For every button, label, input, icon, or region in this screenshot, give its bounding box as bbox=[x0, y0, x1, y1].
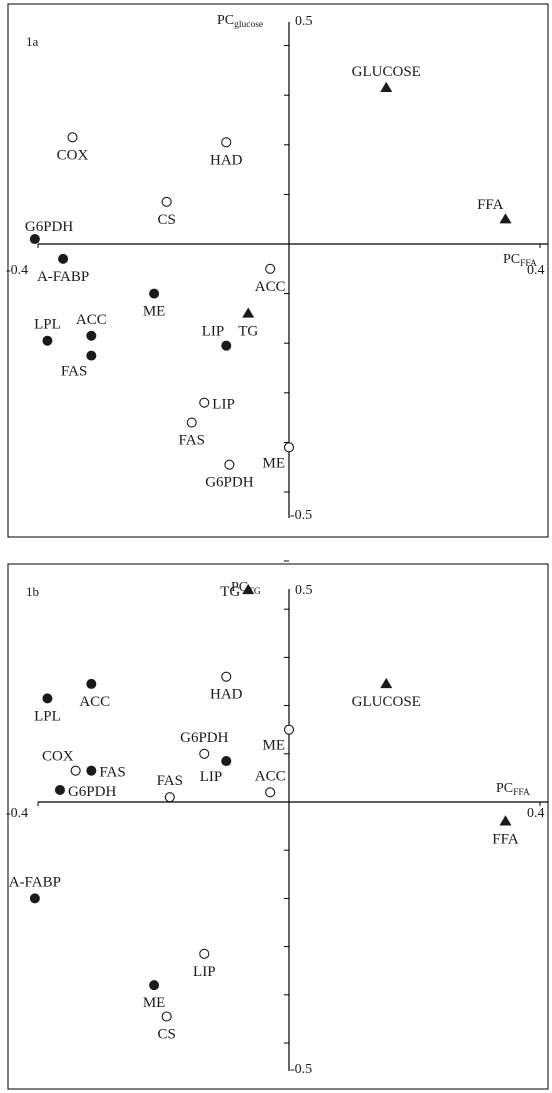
panel-1b-point-lip-open bbox=[199, 948, 210, 959]
panel-1b-point-label-acc: ACC bbox=[255, 768, 286, 784]
panel-1a-point-had-open bbox=[221, 137, 232, 148]
panel-1b-point-lpl-filled bbox=[42, 693, 53, 704]
panel-1a: 1a -0.4 0.4 0.5 -0.5 PCglucose PCFFA GLU… bbox=[6, 3, 549, 538]
panel-1a-point-label-lip: LIP bbox=[202, 324, 225, 340]
panel-1a-point-label-cs: CS bbox=[157, 212, 175, 228]
panel-1a-point-lip-filled bbox=[221, 340, 232, 351]
panel-1a-point-label-a-fabp: A-FABP bbox=[37, 269, 89, 285]
panel-1a-point-cs-open bbox=[161, 196, 172, 207]
panel-1b-point-label-cs: CS bbox=[157, 1026, 175, 1042]
panel-1b-x-axis-title: PCFFA bbox=[496, 781, 530, 798]
panel-1a-point-label-fas: FAS bbox=[61, 364, 87, 380]
panel-1b-point-tg-triangle bbox=[242, 583, 255, 595]
panel-1b-point-label-fas: FAS bbox=[99, 765, 125, 781]
panel-1a-point-label-g6pdh: G6PDH bbox=[205, 475, 254, 491]
panel-1b-point-label-glucose: GLUCOSE bbox=[352, 694, 421, 710]
panel-1a-point-me-filled bbox=[149, 288, 160, 299]
panel-1b-point-a-fabp-filled bbox=[29, 893, 40, 904]
panel-1a-point-label-had: HAD bbox=[210, 152, 243, 168]
panel-1a-axes bbox=[37, 22, 548, 518]
panel-1a-point-cox-open bbox=[67, 132, 78, 143]
panel-1b-point-fas-open bbox=[164, 792, 175, 803]
panel-1b-point-label-lip: LIP bbox=[193, 964, 216, 980]
panel-1b-y-max-label: 0.5 bbox=[295, 583, 313, 598]
panel-1a-point-label-me: ME bbox=[263, 455, 286, 471]
panel-1b-point-cox-open bbox=[70, 765, 81, 776]
panel-1b-y-min-label: -0.5 bbox=[290, 1062, 312, 1077]
panel-1b-point-label-g6pdh: G6PDH bbox=[68, 784, 117, 800]
panel-1b-point-label-g6pdh: G6PDH bbox=[180, 730, 229, 746]
panel-1b-point-g6pdh-open bbox=[199, 748, 210, 759]
panel-1a-point-ffa-triangle bbox=[499, 213, 512, 224]
panel-1b-point-me-open bbox=[283, 724, 295, 735]
panel-1b-point-fas-filled bbox=[86, 765, 97, 776]
panel-1a-point-a-fabp-filled bbox=[58, 253, 69, 264]
panel-1a-point-acc-filled bbox=[86, 330, 97, 341]
panel-1a-point-label-lip: LIP bbox=[212, 397, 235, 413]
panel-1b-x-max-label: 0.4 bbox=[527, 806, 545, 821]
panel-1a-point-label-acc: ACC bbox=[76, 312, 107, 328]
panel-1b-point-acc-filled bbox=[86, 678, 97, 689]
panel-1b-axes bbox=[37, 560, 548, 1071]
panel-1a-y-axis-title: PCglucose bbox=[217, 13, 263, 30]
panel-1b-point-label-lip: LIP bbox=[200, 769, 223, 785]
panel-1a-frame bbox=[7, 3, 549, 538]
panel-1a-point-label-me: ME bbox=[143, 304, 166, 320]
panel-1a-points: GLUCOSE FFA TG COX HAD CS ACC LIP FAS ME G6PDH G6PD… bbox=[25, 64, 512, 491]
panel-1a-point-lpl-filled bbox=[42, 335, 53, 346]
panel-1b: 1b -0.4 0.4 0.5 -0.5 PCTG PCFFA TG GLUCOS… bbox=[6, 560, 549, 1090]
panel-1b-point-glucose-triangle bbox=[380, 677, 393, 689]
panel-1a-point-g6pdh-open bbox=[224, 459, 235, 470]
panel-1b-point-label-fas: FAS bbox=[157, 773, 183, 789]
panel-1a-point-label-lpl: LPL bbox=[34, 317, 61, 333]
panel-1b-y-axis-title: PCTG bbox=[231, 580, 261, 597]
panel-1a-point-fas-open bbox=[186, 417, 197, 428]
panel-1a-point-acc-open bbox=[265, 263, 276, 274]
panel-1b-point-had-open bbox=[221, 671, 232, 682]
panel-1b-point-label-me: ME bbox=[263, 738, 286, 754]
panel-1b-point-label-cox: COX bbox=[42, 749, 74, 765]
panel-1a-point-g6pdh-filled bbox=[29, 234, 40, 245]
panel-1b-point-label-a-fabp: A-FABP bbox=[9, 874, 61, 890]
panel-1b-x-min-label: -0.4 bbox=[6, 806, 28, 821]
panel-1a-y-max-label: 0.5 bbox=[295, 14, 313, 29]
panel-1b-point-label-acc: ACC bbox=[79, 694, 110, 710]
panel-1a-x-axis-title: PCFFA bbox=[503, 252, 537, 269]
panel-1b-frame bbox=[7, 563, 549, 1090]
panel-1b-point-me-filled bbox=[149, 980, 160, 991]
panel-1b-point-acc-open bbox=[265, 787, 276, 798]
panel-1a-point-fas-filled bbox=[86, 350, 97, 361]
panel-1b-point-label-me: ME bbox=[143, 995, 166, 1011]
panel-1a-point-me-open bbox=[283, 442, 295, 453]
panel-1b-point-label-ffa: FFA bbox=[492, 831, 519, 847]
panel-1b-point-g6pdh-filled bbox=[54, 784, 65, 795]
panel-1b-point-lip-filled bbox=[221, 756, 232, 767]
panel-1b-point-label-had: HAD bbox=[210, 687, 243, 703]
panel-1a-point-label-tg: TG bbox=[238, 323, 258, 339]
panel-1a-point-label-glucose: GLUCOSE bbox=[352, 64, 421, 80]
panel-1a-label: 1a bbox=[26, 34, 39, 49]
panel-1b-point-label-tg: TG bbox=[220, 584, 240, 600]
panel-1a-point-glucose-triangle bbox=[380, 81, 393, 92]
panel-1b-label: 1b bbox=[26, 584, 39, 599]
panel-1b-points: TG GLUCOSE FFA HAD ME G6PDH ACC FAS COX LIP CS ACC L… bbox=[9, 583, 519, 1042]
panel-1b-point-ffa-triangle bbox=[499, 815, 512, 826]
panel-1a-point-label-cox: COX bbox=[57, 147, 89, 163]
panel-1a-x-min-label: -0.4 bbox=[6, 263, 28, 278]
panel-1a-point-label-fas: FAS bbox=[179, 433, 205, 449]
panel-1a-x-max-label: 0.4 bbox=[527, 263, 545, 278]
panel-1a-point-tg-triangle bbox=[242, 307, 255, 318]
panel-1a-point-label-g6pdh: G6PDH bbox=[25, 219, 74, 235]
panel-1a-point-label-ffa: FFA bbox=[477, 197, 504, 213]
panel-1a-y-min-label: -0.5 bbox=[290, 508, 312, 523]
panel-1a-point-label-acc: ACC bbox=[255, 279, 286, 295]
panel-1a-point-lip-open bbox=[199, 397, 210, 408]
panel-1b-point-label-lpl: LPL bbox=[34, 708, 61, 724]
panel-1b-point-cs-open bbox=[161, 1011, 172, 1022]
